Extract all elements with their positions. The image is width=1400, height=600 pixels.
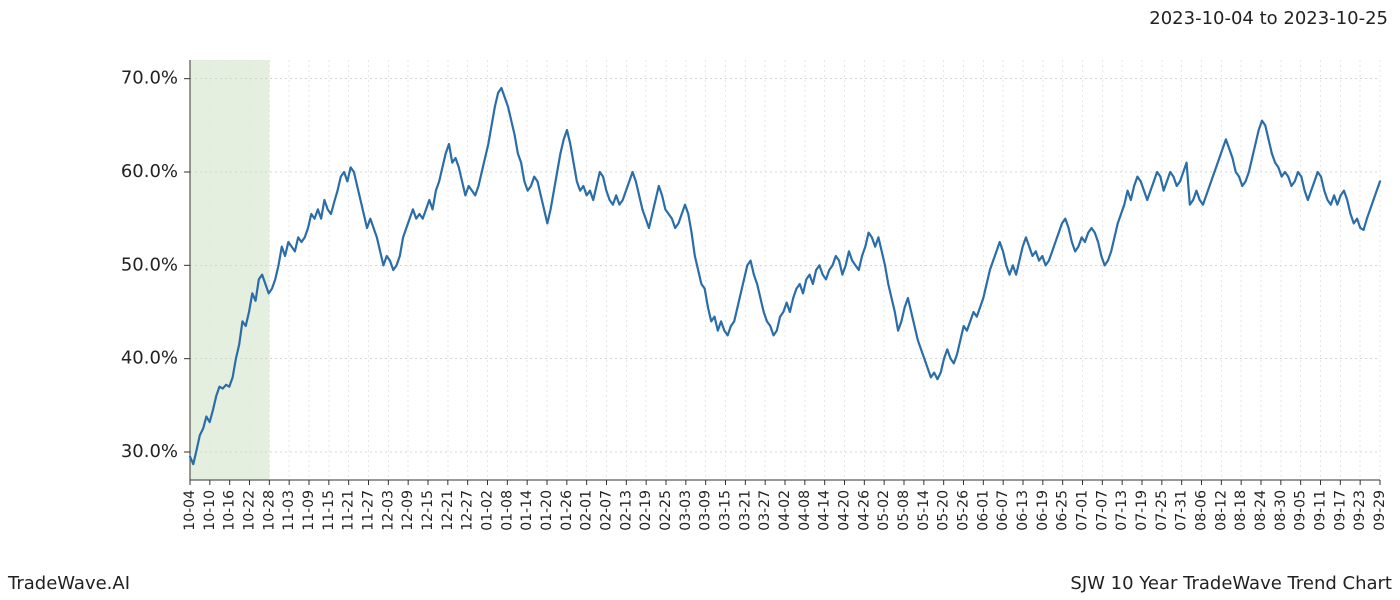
x-tick-label: 12-27 [460, 490, 476, 531]
x-tick-label: 08-24 [1253, 490, 1269, 531]
x-tick-label: 09-05 [1293, 490, 1309, 531]
x-tick-label: 03-21 [737, 490, 753, 531]
x-tick-label: 05-14 [916, 490, 932, 531]
x-tick-label: 07-31 [1174, 490, 1190, 531]
x-tick-label: 02-13 [618, 490, 634, 531]
x-tick-label: 07-19 [1134, 490, 1150, 531]
x-tick-label: 06-25 [1055, 490, 1071, 531]
x-tick-label: 01-26 [559, 490, 575, 531]
x-tick-label: 10-22 [242, 490, 258, 531]
x-tick-label: 06-13 [1015, 490, 1031, 531]
x-tick-label: 05-08 [896, 490, 912, 531]
x-tick-label: 08-30 [1273, 490, 1289, 531]
x-tick-label: 11-15 [321, 490, 337, 531]
x-tick-label: 03-27 [757, 490, 773, 531]
x-tick-label: 12-09 [400, 490, 416, 531]
line-chart: 30.0% 40.0% 50.0% 60.0% 70.0% 10-0410-1010-16… [0, 0, 1400, 600]
x-tick-label: 03-15 [718, 490, 734, 531]
x-tick-label: 09-11 [1313, 490, 1329, 531]
y-tick-label: 70.0% [121, 68, 178, 89]
x-tick-label: 05-20 [936, 490, 952, 531]
x-tick-label: 08-18 [1233, 490, 1249, 531]
x-tick-label: 11-09 [301, 490, 317, 531]
x-tick-label: 09-29 [1372, 490, 1388, 531]
y-tick-label: 40.0% [121, 348, 178, 369]
x-tick-label: 06-19 [1035, 490, 1051, 531]
x-tick-label: 02-25 [658, 490, 674, 531]
x-tick-label: 04-20 [837, 490, 853, 531]
x-tick-label: 02-19 [638, 490, 654, 531]
x-tick-label: 02-01 [579, 490, 595, 531]
x-tick-label: 01-02 [480, 490, 496, 531]
x-tick-label: 03-09 [698, 490, 714, 531]
x-tick-label: 01-08 [499, 490, 515, 531]
y-tick-label: 50.0% [121, 254, 178, 275]
x-tick-label: 12-21 [440, 490, 456, 531]
x-tick-label: 06-07 [995, 490, 1011, 531]
x-tick-label: 10-28 [261, 490, 277, 531]
x-tick-label: 05-26 [956, 490, 972, 531]
x-tick-label: 11-21 [341, 490, 357, 531]
x-tick-label: 05-02 [876, 490, 892, 531]
x-tick-label: 04-14 [817, 490, 833, 531]
x-tick-label: 04-08 [797, 490, 813, 531]
x-tick-label: 12-03 [380, 490, 396, 531]
x-tick-label: 01-14 [519, 490, 535, 531]
y-tick-label: 30.0% [121, 441, 178, 462]
x-tick-label: 08-12 [1213, 490, 1229, 531]
x-tick-label: 03-03 [678, 490, 694, 531]
x-tick-label: 07-01 [1075, 490, 1091, 531]
x-tick-label: 07-07 [1094, 490, 1110, 531]
x-tick-label: 12-15 [420, 490, 436, 531]
x-tick-label: 11-27 [361, 490, 377, 531]
footer-title: SJW 10 Year TradeWave Trend Chart [1070, 573, 1392, 594]
footer-brand: TradeWave.AI [8, 573, 130, 594]
x-tick-label: 07-25 [1154, 490, 1170, 531]
x-tick-label: 09-17 [1332, 490, 1348, 531]
x-tick-label: 10-16 [222, 490, 238, 531]
x-tick-label: 10-04 [182, 490, 198, 531]
x-tick-label: 10-10 [202, 490, 218, 531]
x-tick-label: 04-02 [777, 490, 793, 531]
y-tick-label: 60.0% [121, 161, 178, 182]
x-tick-label: 02-07 [599, 490, 615, 531]
x-tick-label: 06-01 [975, 490, 991, 531]
x-tick-label: 09-23 [1352, 490, 1368, 531]
x-tick-label: 01-20 [539, 490, 555, 531]
x-tick-label: 04-26 [856, 490, 872, 531]
x-tick-label: 07-13 [1114, 490, 1130, 531]
x-tick-label: 11-03 [281, 490, 297, 531]
chart-container: 2023-10-04 to 2023-10-25 30.0%40.0%50.0%… [0, 0, 1400, 600]
x-tick-label: 08-06 [1194, 490, 1210, 531]
